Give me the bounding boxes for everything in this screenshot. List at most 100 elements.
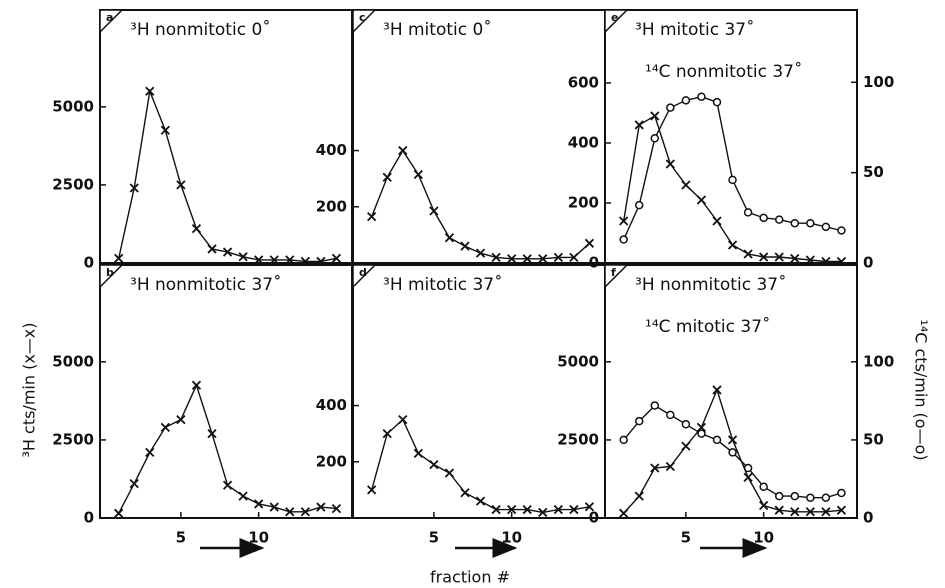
- y-axis-label: ³H cts/min (x—x): [20, 322, 39, 457]
- point: [569, 504, 579, 515]
- point: [160, 125, 170, 135]
- point: [727, 240, 738, 250]
- panel-corner: [604, 9, 629, 34]
- point: [160, 422, 170, 433]
- panel-frame: [604, 264, 858, 519]
- point: [285, 507, 295, 517]
- y-tick-label: 5000: [557, 352, 599, 370]
- panel-subtitle: ¹⁴C mitotic 37˚: [645, 316, 771, 337]
- x-tick-label: 10: [501, 529, 522, 547]
- panel-subtitle: ¹⁴C nonmitotic 37˚: [645, 61, 802, 82]
- x-tick-label: 5: [429, 529, 439, 547]
- point: [522, 504, 532, 515]
- point: [145, 86, 155, 96]
- y-tick-label: 400: [316, 396, 347, 414]
- y-tick-label: 400: [316, 141, 347, 159]
- point: [790, 491, 800, 501]
- point: [712, 97, 722, 107]
- point: [191, 380, 202, 390]
- point: [681, 96, 691, 105]
- x-axis-label: fraction #: [430, 568, 510, 587]
- point: [774, 215, 784, 224]
- point: [728, 175, 737, 185]
- point: [774, 505, 784, 515]
- point: [790, 218, 800, 228]
- x-tick-label: 10: [753, 529, 774, 547]
- point: [569, 252, 579, 263]
- y-tick-label: 2500: [52, 175, 94, 193]
- point: [475, 496, 486, 506]
- y-tick-label: 0: [589, 254, 599, 272]
- y-tick-label: 200: [568, 193, 599, 211]
- point: [382, 172, 392, 182]
- point: [665, 461, 675, 472]
- point: [331, 253, 342, 263]
- point: [837, 226, 846, 235]
- series-line: [118, 383, 337, 514]
- point: [619, 508, 629, 518]
- panel-letter: e: [611, 11, 618, 24]
- point: [222, 480, 233, 490]
- y-tick-label: 5000: [52, 352, 94, 370]
- panel-frame: [99, 9, 353, 264]
- point: [712, 435, 722, 445]
- point: [650, 111, 660, 121]
- point: [460, 241, 470, 251]
- panel-frame: [604, 9, 858, 264]
- point: [712, 216, 722, 226]
- panel-letter: d: [359, 266, 367, 279]
- point: [176, 414, 186, 425]
- point: [759, 252, 769, 262]
- panel-corner: [604, 264, 629, 289]
- point: [743, 472, 753, 483]
- point: [238, 491, 248, 501]
- point: [806, 493, 815, 502]
- panel-letter: f: [611, 266, 616, 279]
- y-tick-label: 2500: [52, 430, 94, 448]
- point: [821, 493, 831, 502]
- point: [285, 255, 295, 265]
- point: [460, 488, 470, 498]
- point: [331, 503, 342, 514]
- y-tick-label: 0: [589, 509, 599, 527]
- point: [619, 216, 629, 226]
- series-line: [118, 88, 337, 263]
- y-tick-label: 5000: [52, 97, 94, 115]
- panel-corner: [99, 264, 124, 289]
- series-line: [371, 149, 590, 260]
- panel-title: ³H mitotic 37˚: [635, 19, 755, 40]
- y-tick-label: 0: [84, 509, 94, 527]
- point: [681, 420, 691, 429]
- point: [538, 507, 548, 518]
- point: [507, 254, 517, 264]
- x-tick-label: 5: [681, 529, 691, 547]
- point: [696, 195, 707, 205]
- y2-tick-label: 50: [863, 430, 884, 448]
- point: [584, 502, 595, 512]
- y-tick-label: 400: [568, 133, 599, 151]
- panel-letter: b: [106, 266, 114, 279]
- point: [666, 103, 675, 112]
- point: [743, 249, 753, 259]
- point: [382, 429, 392, 439]
- panel-frame: [352, 264, 606, 519]
- point: [507, 504, 517, 515]
- y-tick-label: 200: [316, 197, 347, 215]
- y2-axis-label: ¹⁴C cts/min (o—o): [912, 319, 931, 460]
- point: [491, 504, 501, 515]
- point: [522, 254, 532, 264]
- point: [316, 502, 326, 512]
- point: [254, 255, 264, 265]
- point: [836, 505, 847, 515]
- point: [790, 507, 800, 517]
- panel-title: ³H mitotic 0˚: [383, 19, 492, 40]
- point: [712, 385, 722, 395]
- point: [475, 248, 486, 258]
- point: [114, 253, 124, 263]
- point: [634, 120, 644, 130]
- point: [491, 252, 501, 263]
- point: [665, 159, 675, 169]
- point: [697, 429, 706, 438]
- panel-title: ³H nonmitotic 37˚: [130, 274, 282, 295]
- panel-corner: [99, 9, 124, 34]
